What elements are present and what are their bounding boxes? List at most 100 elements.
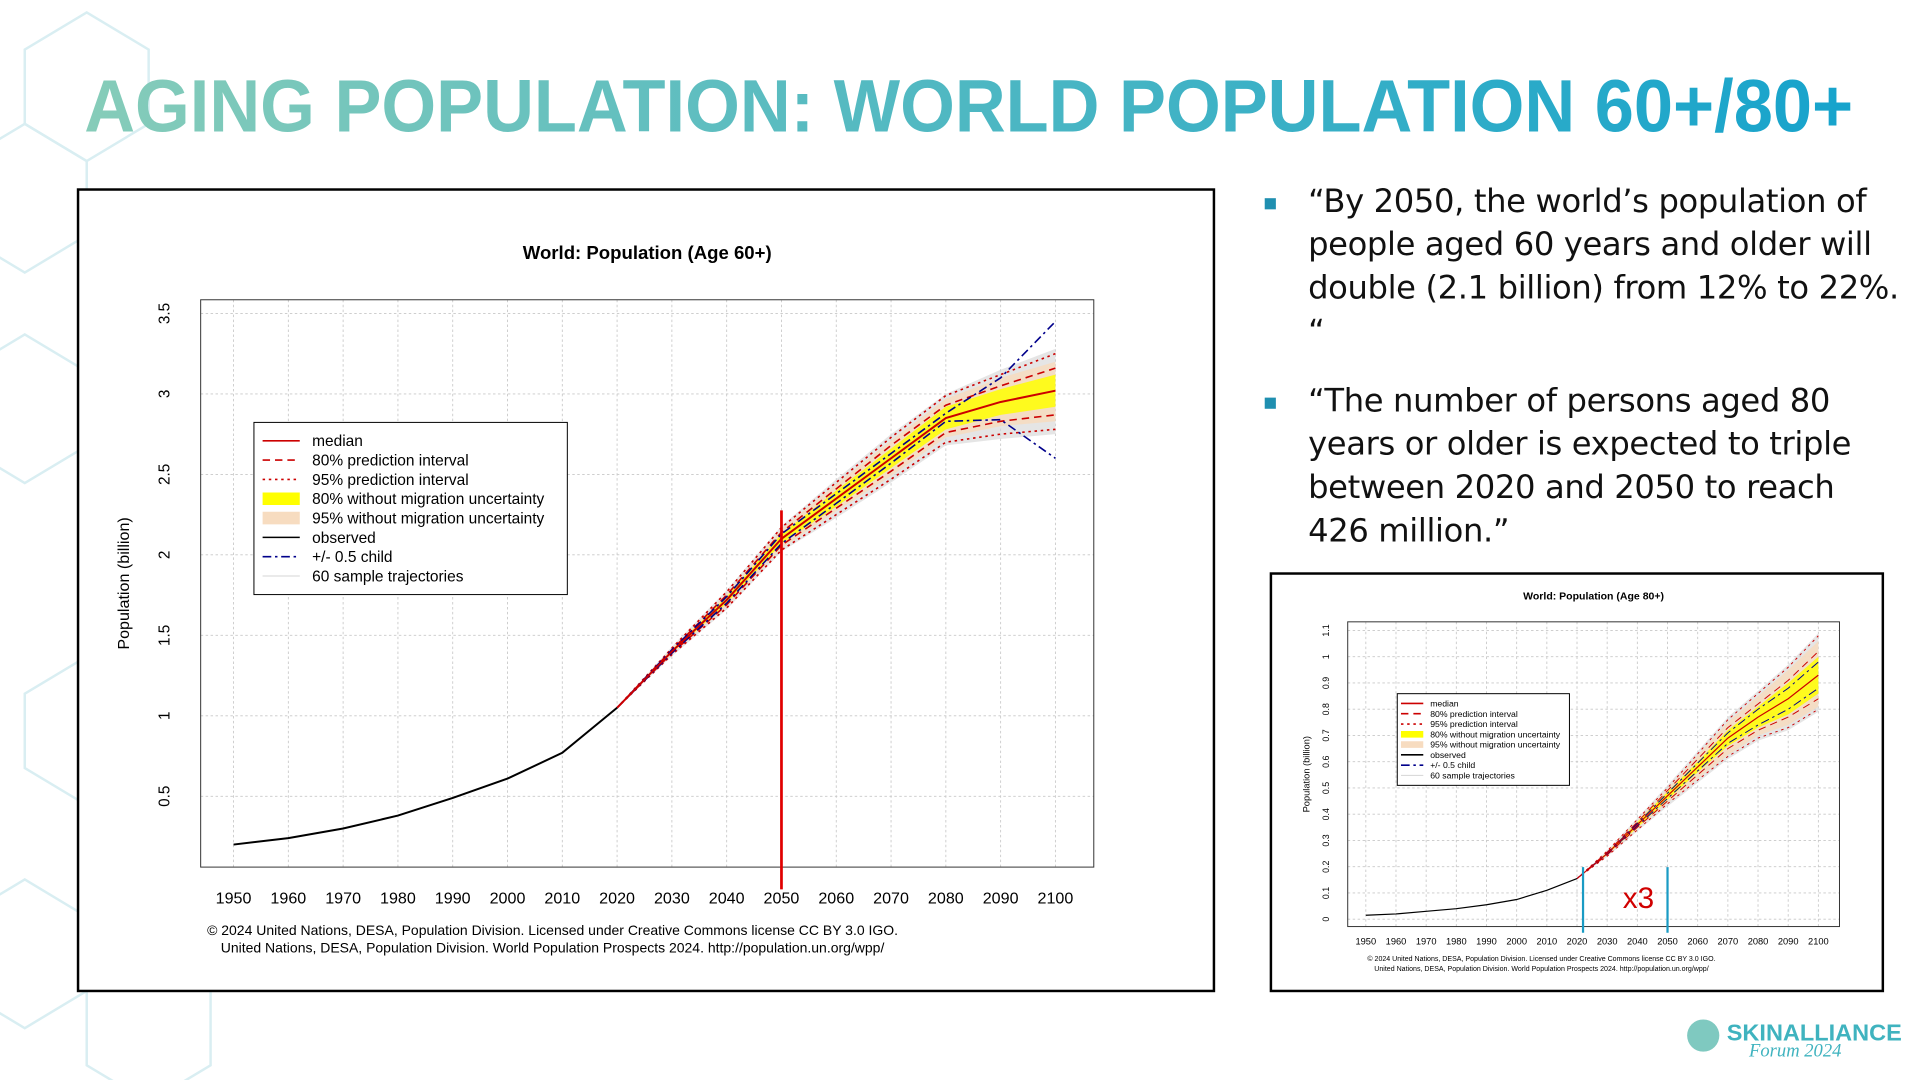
logo-name: SKINALLIANCE bbox=[1727, 1020, 1902, 1046]
legend-box bbox=[1396, 693, 1570, 786]
legend-label: observed bbox=[1430, 750, 1466, 760]
y-axis-label: Population (billion) bbox=[1301, 736, 1311, 812]
source-note: © 2024 United Nations, DESA, Population … bbox=[1367, 955, 1715, 963]
x-tick-label: 1970 bbox=[1416, 937, 1437, 947]
series-line bbox=[233, 706, 618, 846]
legend-label: 95% without migration uncertainty bbox=[312, 510, 544, 527]
interval-band bbox=[617, 348, 1056, 708]
y-tick-label: 2 bbox=[157, 551, 174, 560]
x-tick-label: 2090 bbox=[983, 890, 1019, 908]
x-tick-label: 2060 bbox=[818, 890, 854, 908]
y-tick-label: 3 bbox=[157, 390, 174, 399]
x-tick-label: 2010 bbox=[1537, 937, 1558, 947]
bullet-marker bbox=[1264, 198, 1276, 210]
x-tick-label: 2020 bbox=[599, 890, 635, 908]
x-tick-label: 2010 bbox=[544, 890, 580, 908]
bullet-marker bbox=[1264, 397, 1276, 409]
legend-label: median bbox=[312, 433, 363, 450]
legend-label: 80% prediction interval bbox=[312, 453, 469, 470]
x-tick-label: 2050 bbox=[1657, 937, 1678, 947]
y-tick-label: 3.5 bbox=[157, 303, 174, 324]
y-tick-label: 0 bbox=[1321, 917, 1331, 922]
chart: World: Population (Age 60+) 0.5 1 1.5 2 2.5 3 3… bbox=[76, 188, 1216, 993]
chart: World: Population (Age 80+) 0 0.1 0.2 0.3 0.4… bbox=[1269, 572, 1885, 993]
legend-label: 95% without migration uncertainty bbox=[1430, 740, 1561, 750]
logo-subtitle: Forum 2024 bbox=[1748, 1041, 1841, 1062]
x-tick-label: 2080 bbox=[1748, 937, 1769, 947]
y-tick-label: 1.1 bbox=[1321, 624, 1331, 636]
x-tick-label: 2000 bbox=[1506, 937, 1527, 947]
x-tick-label: 2040 bbox=[1627, 937, 1648, 947]
legend-label: +/- 0.5 child bbox=[1430, 760, 1475, 770]
bullet-text: “The number of persons aged 80 years or … bbox=[1308, 382, 1852, 550]
x-tick-label: 2100 bbox=[1808, 937, 1829, 947]
legend-label: 80% without migration uncertainty bbox=[312, 491, 544, 508]
x-tick-label: 2050 bbox=[764, 890, 800, 908]
y-tick-label: 1.5 bbox=[157, 625, 174, 646]
x-tick-label: 2030 bbox=[1597, 937, 1618, 947]
x-tick-label: 1950 bbox=[216, 890, 252, 908]
interval-line bbox=[1576, 708, 1819, 879]
legend-label: 95% prediction interval bbox=[312, 472, 469, 489]
source-note: United Nations, DESA, Population Divisio… bbox=[1374, 966, 1708, 973]
legend-label: 60 sample trajectories bbox=[1430, 770, 1515, 780]
source-note: © 2024 United Nations, DESA, Population … bbox=[207, 922, 898, 938]
series-line bbox=[616, 389, 1056, 709]
plot-area bbox=[1347, 621, 1840, 928]
interval-line bbox=[1576, 698, 1819, 879]
logo-icon bbox=[1687, 1019, 1720, 1052]
bullet-text: “By 2050, the world’s population of peop… bbox=[1308, 183, 1899, 351]
y-tick-label: 0.3 bbox=[1321, 834, 1331, 846]
x-tick-label: 2100 bbox=[1038, 890, 1074, 908]
x-tick-label: 2030 bbox=[654, 890, 690, 908]
x-tick-label: 2040 bbox=[709, 890, 745, 908]
x-tick-label: 2020 bbox=[1567, 937, 1588, 947]
legend-label: median bbox=[1430, 698, 1459, 708]
y-tick-label: 0.6 bbox=[1321, 756, 1331, 768]
y-tick-label: 0.7 bbox=[1321, 729, 1331, 741]
y-tick-label: 0.2 bbox=[1321, 860, 1331, 872]
source-note: United Nations, DESA, Population Divisio… bbox=[221, 940, 885, 956]
legend-label: 60 sample trajectories bbox=[312, 568, 464, 585]
y-tick-label: 0.1 bbox=[1321, 887, 1331, 899]
chart-title: World: Population (Age 80+) bbox=[1523, 591, 1664, 603]
interval-band bbox=[617, 374, 1056, 708]
annotation: x3 bbox=[1623, 882, 1654, 915]
y-tick-label: 0.5 bbox=[157, 786, 174, 807]
x-tick-label: 1990 bbox=[1476, 937, 1497, 947]
y-tick-label: 0.4 bbox=[1321, 808, 1331, 820]
y-tick-label: 0.5 bbox=[1321, 782, 1331, 794]
x-tick-label: 1980 bbox=[1446, 937, 1467, 947]
x-tick-label: 2000 bbox=[490, 890, 526, 908]
x-tick-label: 1960 bbox=[1386, 937, 1407, 947]
chart-title: World: Population (Age 60+) bbox=[523, 242, 772, 263]
interval-band bbox=[1577, 640, 1819, 879]
legend-label: observed bbox=[312, 530, 376, 547]
chart-frame bbox=[76, 188, 1216, 993]
plot-area bbox=[200, 299, 1095, 868]
legend-label: +/- 0.5 child bbox=[312, 549, 392, 566]
y-tick-label: 1 bbox=[1321, 654, 1331, 659]
slide-title: AGING POPULATION: WORLD POPULATION 60+/8… bbox=[84, 64, 1853, 147]
x-tick-label: 1950 bbox=[1355, 937, 1376, 947]
y-tick-label: 0.9 bbox=[1321, 677, 1331, 689]
x-tick-label: 1990 bbox=[435, 890, 471, 908]
interval-line bbox=[1576, 635, 1819, 879]
x-tick-label: 2070 bbox=[873, 890, 909, 908]
interval-line bbox=[616, 418, 1056, 709]
legend-label: 80% without migration uncertainty bbox=[1430, 729, 1561, 739]
x-tick-label: 2080 bbox=[928, 890, 964, 908]
interval-line bbox=[1576, 687, 1819, 879]
x-tick-label: 2090 bbox=[1778, 937, 1799, 947]
interval-line bbox=[1576, 661, 1819, 879]
x-tick-label: 2060 bbox=[1687, 937, 1708, 947]
y-tick-label: 0.8 bbox=[1321, 703, 1331, 715]
y-axis-label: Population (billion) bbox=[115, 517, 133, 649]
series-line bbox=[1576, 674, 1819, 879]
interval-line bbox=[1576, 651, 1819, 879]
interval-line bbox=[616, 320, 1057, 709]
interval-line bbox=[616, 352, 1056, 709]
x-tick-label: 1960 bbox=[270, 890, 306, 908]
